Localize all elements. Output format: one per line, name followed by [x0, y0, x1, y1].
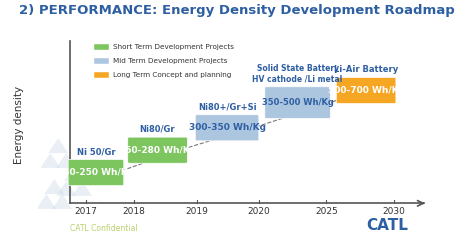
Polygon shape	[64, 166, 84, 181]
FancyBboxPatch shape	[195, 115, 259, 141]
Polygon shape	[72, 181, 92, 196]
Polygon shape	[56, 181, 76, 196]
Text: Short Term Development Projects: Short Term Development Projects	[113, 44, 234, 50]
Bar	[94, 72, 109, 78]
Text: 2030: 2030	[383, 207, 405, 216]
Text: 300-350 Wh/Kg: 300-350 Wh/Kg	[189, 123, 265, 132]
Text: 2018: 2018	[122, 207, 145, 216]
Text: Energy density: Energy density	[13, 86, 24, 164]
Text: 500-700 Wh/Kg: 500-700 Wh/Kg	[328, 86, 405, 95]
Text: Solid State Battery
HV cathode /Li metal: Solid State Battery HV cathode /Li metal	[253, 64, 343, 84]
FancyBboxPatch shape	[337, 77, 396, 104]
Text: 2020: 2020	[247, 207, 270, 216]
Text: CATL: CATL	[366, 218, 408, 233]
Text: 250-280 Wh/Kg: 250-280 Wh/Kg	[119, 146, 196, 155]
Text: 2) PERFORMANCE: Energy Density Development Roadmap: 2) PERFORMANCE: Energy Density Developme…	[19, 4, 455, 17]
Bar	[94, 58, 109, 64]
Text: 2017: 2017	[74, 207, 98, 216]
Text: 2019: 2019	[186, 207, 209, 216]
Text: 230-250 Wh/Kg: 230-250 Wh/Kg	[57, 168, 135, 177]
Polygon shape	[52, 194, 72, 209]
Text: Mid Term Development Projects: Mid Term Development Projects	[113, 58, 228, 64]
Polygon shape	[48, 138, 68, 153]
Text: Long Term Concept and planning: Long Term Concept and planning	[113, 72, 231, 78]
FancyBboxPatch shape	[128, 137, 187, 163]
Text: CATL Confidential: CATL Confidential	[70, 224, 138, 233]
FancyBboxPatch shape	[68, 160, 124, 186]
Polygon shape	[40, 153, 60, 168]
FancyBboxPatch shape	[265, 87, 330, 118]
Polygon shape	[56, 153, 76, 168]
Text: Li-Air Battery: Li-Air Battery	[334, 65, 398, 74]
Text: 350-500 Wh/Kg: 350-500 Wh/Kg	[262, 98, 334, 107]
Polygon shape	[45, 179, 64, 194]
Text: Ni80+/Gr+Si: Ni80+/Gr+Si	[198, 103, 256, 112]
Bar	[94, 44, 109, 50]
Text: Ni 50/Gr: Ni 50/Gr	[77, 147, 115, 156]
Text: Ni80/Gr: Ni80/Gr	[140, 125, 175, 134]
Text: 2025: 2025	[315, 207, 338, 216]
Polygon shape	[36, 194, 56, 209]
